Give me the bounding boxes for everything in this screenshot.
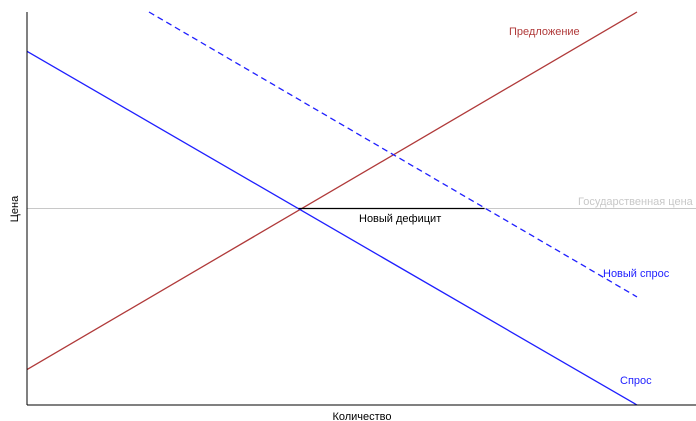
x-axis-label: Количество (332, 411, 391, 421)
curves-layer (26, 11, 696, 406)
supply-label: Предложение (509, 26, 580, 38)
new-demand-label: Новый спрос (603, 268, 670, 280)
demand-label: Спрос (620, 375, 652, 387)
demand-line (26, 50, 638, 406)
y-axis-label: Цена (9, 195, 21, 222)
supply-line (26, 11, 638, 371)
gov-price-label: Государственная цена (578, 196, 694, 208)
shortage-label: Новый дефицит (359, 213, 441, 225)
new-demand-line (148, 11, 638, 298)
